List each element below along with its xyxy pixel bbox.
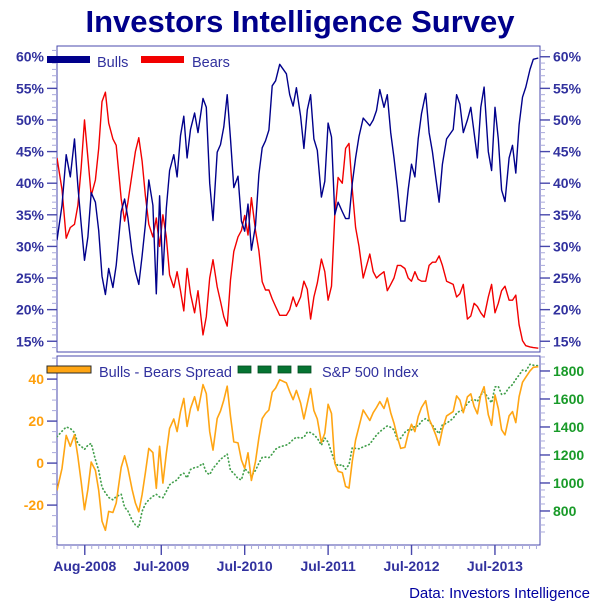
y-axis-tick-label-left: 15%	[16, 333, 45, 349]
spread-legend-label: Bulls - Bears Spread	[99, 365, 232, 381]
bulls-legend-label: Bulls	[97, 55, 128, 71]
bears-legend-swatch	[141, 56, 184, 63]
y-axis-tick-label-right: 35%	[553, 207, 582, 223]
sp500-line	[57, 363, 540, 529]
sp500-axis-tick-label: 1400	[553, 419, 584, 435]
spread-axis-tick-label: -20	[24, 497, 44, 513]
y-axis-tick-label-right: 60%	[553, 49, 582, 65]
y-axis-tick-label-left: 55%	[16, 80, 45, 96]
sp500-legend-swatch-dash	[257, 365, 272, 374]
page-title: Investors Intelligence Survey	[85, 4, 515, 39]
y-axis-tick-label-right: 15%	[553, 333, 582, 349]
panel-frame-2	[56, 355, 541, 546]
spread-axis-tick-label: 40	[28, 371, 44, 387]
spread-axis-tick-label: 20	[28, 413, 44, 429]
y-axis-tick-label-right: 45%	[553, 144, 582, 160]
y-axis-tick-label-right: 55%	[553, 80, 582, 96]
y-axis-tick-label-right: 25%	[553, 270, 582, 286]
y-axis-tick-label-right: 20%	[553, 302, 582, 318]
sp500-legend-swatch-dash	[297, 365, 312, 374]
x-axis-tick-label: Jul-2010	[217, 558, 273, 574]
y-axis-tick-label-left: 45%	[16, 144, 45, 160]
sp500-legend-swatch-dash	[237, 365, 252, 374]
spread-legend-swatch	[46, 365, 92, 374]
y-axis-tick-label-right: 30%	[553, 238, 582, 254]
sp500-legend-swatch-dash	[277, 365, 292, 374]
x-axis-tick-label: Jul-2009	[133, 558, 189, 574]
y-axis-tick-label-left: 60%	[16, 49, 45, 65]
y-axis-tick-label-left: 40%	[16, 175, 45, 191]
sp500-legend-label: S&P 500 Index	[322, 365, 419, 381]
y-axis-tick-label-left: 25%	[16, 270, 45, 286]
bears-line	[57, 91, 539, 349]
y-axis-tick-label-left: 50%	[16, 112, 45, 128]
x-axis-tick-label: Jul-2011	[300, 558, 355, 574]
x-axis-tick-label: Jul-2013	[467, 558, 523, 574]
x-axis-tick-label: Jul-2012	[384, 558, 440, 574]
sp500-axis-tick-label: 1600	[553, 391, 584, 407]
x-axis-tick-label: Aug-2008	[53, 558, 116, 574]
bulls-legend-swatch	[47, 56, 90, 63]
bulls-line	[57, 57, 539, 296]
sp500-axis-tick-label: 800	[553, 503, 577, 519]
y-axis-tick-label-left: 35%	[16, 207, 45, 223]
spread-axis-tick-label: 0	[36, 455, 44, 471]
sp500-axis-tick-label: 1200	[553, 447, 584, 463]
panel-frame-1	[56, 45, 541, 353]
bears-legend-label: Bears	[192, 55, 230, 71]
y-axis-tick-label-right: 40%	[553, 175, 582, 191]
y-axis-tick-label-left: 20%	[16, 302, 45, 318]
sp500-axis-tick-label: 1000	[553, 475, 584, 491]
y-axis-tick-label-left: 30%	[16, 238, 45, 254]
y-axis-tick-label-right: 50%	[553, 112, 582, 128]
spread-line	[57, 365, 539, 532]
data-source-caption: Data: Investors Intelligence	[409, 585, 590, 602]
sp500-axis-tick-label: 1800	[553, 363, 584, 379]
